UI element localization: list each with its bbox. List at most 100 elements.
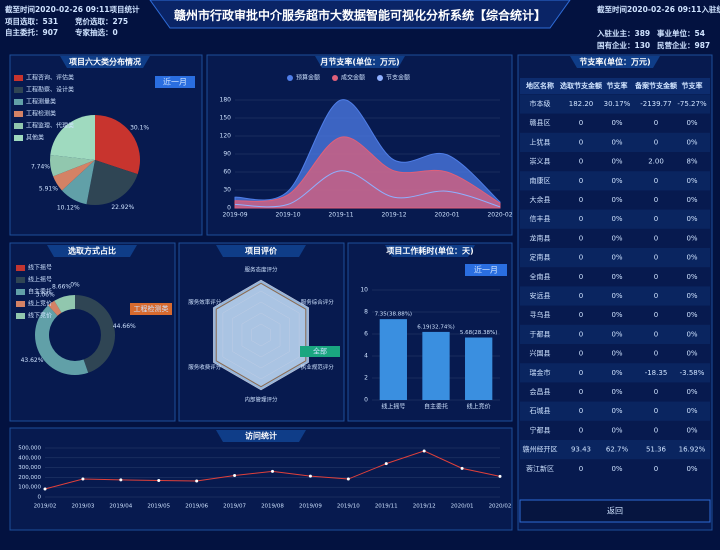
cell: 0% bbox=[611, 388, 622, 396]
info: 入驻业主：389 bbox=[596, 28, 650, 38]
cell: 0% bbox=[611, 254, 622, 262]
cell: 蓉江新区 bbox=[526, 464, 554, 473]
legend-swatch bbox=[16, 313, 25, 319]
row-bg bbox=[520, 209, 710, 229]
button-label: 近一月 bbox=[163, 77, 187, 87]
slice bbox=[53, 160, 95, 191]
x-tick-label: 自主委托 bbox=[424, 403, 448, 411]
bar bbox=[422, 331, 450, 400]
cell: 0% bbox=[686, 350, 697, 358]
x-tick-label: 2019-12 bbox=[381, 212, 406, 219]
data-label: 44.66% bbox=[113, 323, 136, 330]
y-tick-label: 120 bbox=[220, 133, 232, 140]
cell: 0% bbox=[686, 426, 697, 434]
y-tick-label: 4 bbox=[364, 353, 368, 360]
y-tick-label: 150 bbox=[220, 115, 232, 122]
row-bg bbox=[520, 171, 710, 191]
row-bg bbox=[520, 363, 710, 383]
cell: 上犹县 bbox=[530, 137, 551, 146]
legend-swatch bbox=[16, 289, 25, 295]
legend-dot bbox=[332, 75, 338, 81]
cell: 0 bbox=[579, 311, 583, 319]
slice bbox=[95, 115, 140, 175]
slice bbox=[48, 300, 62, 316]
series-area bbox=[234, 170, 501, 208]
x-tick-label: 2019/07 bbox=[223, 504, 246, 510]
axis-label: 内部管理评分 bbox=[244, 395, 278, 403]
cell: 0% bbox=[686, 215, 697, 223]
button[interactable] bbox=[519, 499, 711, 523]
legend-label: 线上摇号 bbox=[28, 276, 52, 284]
panel-tab bbox=[385, 245, 475, 257]
x-tick-label: 2020-02 bbox=[487, 212, 512, 219]
x-tick-label: 2019/08 bbox=[261, 504, 284, 510]
cell: 0 bbox=[654, 196, 658, 204]
button[interactable] bbox=[155, 76, 195, 88]
legend-swatch bbox=[14, 75, 23, 81]
point bbox=[119, 478, 123, 482]
row-bg bbox=[520, 94, 710, 114]
cell: 0 bbox=[654, 330, 658, 338]
cell: 0% bbox=[611, 196, 622, 204]
cell: 0% bbox=[611, 311, 622, 319]
cell: 16.92% bbox=[679, 446, 706, 454]
cell: 0% bbox=[686, 234, 697, 242]
page-title: 赣州市行政审批中介服务超市大数据智能可视化分析系统【综合统计】 bbox=[174, 8, 546, 23]
cell: 0 bbox=[579, 254, 583, 262]
cell: 大余县 bbox=[530, 195, 551, 204]
x-tick-label: 2019/03 bbox=[71, 504, 94, 510]
info: 截至时间2020-02-26 09:11入驻统计 bbox=[597, 4, 720, 14]
cell: 市本级 bbox=[530, 99, 551, 108]
cell: 0% bbox=[686, 177, 697, 185]
point bbox=[346, 477, 350, 481]
point bbox=[384, 462, 388, 466]
cell: 0% bbox=[611, 273, 622, 281]
radar-area bbox=[215, 282, 307, 388]
row-bg bbox=[520, 401, 710, 421]
legend-swatch bbox=[14, 111, 23, 117]
cell: 0% bbox=[686, 273, 697, 281]
data-label: 0% bbox=[70, 282, 80, 289]
panel-title: 选取方式占比 bbox=[68, 246, 116, 256]
cell: 0 bbox=[654, 407, 658, 415]
panel-title: 项目工作耗时(单位：天) bbox=[386, 246, 473, 256]
data-label: 30.1% bbox=[130, 124, 149, 131]
row-bg bbox=[520, 440, 710, 460]
y-tick-label: 8 bbox=[364, 309, 368, 316]
cell: 定南县 bbox=[530, 253, 551, 262]
cell: 0% bbox=[611, 215, 622, 223]
x-tick-label: 2019/06 bbox=[185, 504, 208, 510]
legend-label: 其他类 bbox=[26, 134, 44, 142]
cell: 0 bbox=[654, 234, 658, 242]
panel-title: 月节支率(单位：万元) bbox=[319, 57, 399, 67]
point bbox=[422, 449, 426, 453]
x-tick-label: 2019/12 bbox=[413, 504, 436, 510]
axis-label: 服务收费评分 bbox=[188, 363, 222, 371]
cell: -75.27% bbox=[677, 100, 707, 108]
cell: 0 bbox=[654, 138, 658, 146]
legend-swatch bbox=[16, 277, 25, 283]
cell: 0 bbox=[579, 426, 583, 434]
y-tick-label: 100,000 bbox=[18, 485, 41, 491]
legend-swatch bbox=[14, 123, 23, 129]
button[interactable] bbox=[465, 264, 507, 276]
x-tick-label: 2019-09 bbox=[222, 212, 247, 219]
cell: 0% bbox=[686, 292, 697, 300]
y-tick-label: 60 bbox=[223, 169, 231, 176]
cell: 0% bbox=[611, 369, 622, 377]
cell: 寻乌县 bbox=[530, 310, 551, 319]
slice bbox=[35, 305, 89, 375]
axis-label: 执业规范评分 bbox=[301, 363, 335, 371]
cell: 0% bbox=[611, 330, 622, 338]
y-tick-label: 180 bbox=[220, 97, 232, 104]
info: 截至时间2020-02-26 09:11项目统计 bbox=[5, 4, 140, 14]
point bbox=[460, 466, 464, 470]
y-tick-label: 0 bbox=[364, 397, 368, 404]
cell: 0% bbox=[611, 426, 622, 434]
column-header: 备案节支金额 bbox=[634, 81, 677, 90]
cell: 0 bbox=[579, 215, 583, 223]
x-tick-label: 2019-11 bbox=[328, 212, 353, 219]
cell: -2139.77 bbox=[640, 100, 671, 108]
point bbox=[271, 469, 274, 473]
cell: 0 bbox=[579, 138, 583, 146]
